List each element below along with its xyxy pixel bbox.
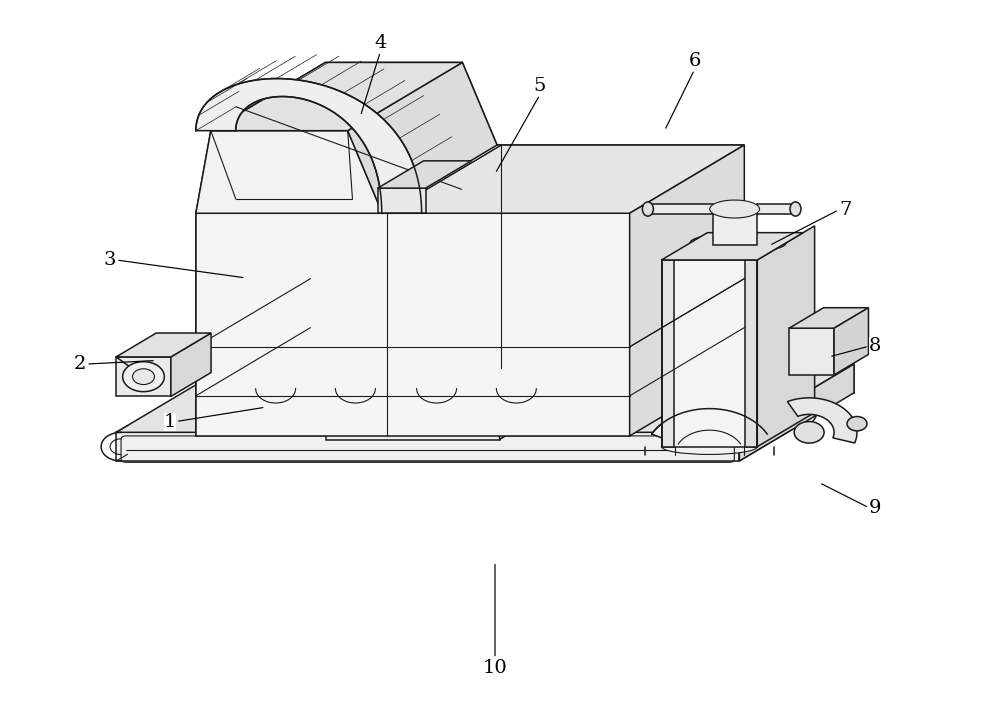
Polygon shape: [378, 188, 426, 213]
Polygon shape: [326, 388, 534, 409]
Ellipse shape: [642, 202, 653, 216]
Polygon shape: [211, 63, 462, 131]
Polygon shape: [757, 226, 815, 447]
Polygon shape: [834, 308, 868, 375]
Ellipse shape: [713, 204, 757, 213]
Polygon shape: [311, 63, 497, 145]
Text: 5: 5: [534, 76, 546, 94]
Polygon shape: [662, 260, 757, 447]
Text: 7: 7: [839, 200, 851, 218]
Ellipse shape: [662, 439, 757, 454]
Polygon shape: [662, 233, 803, 260]
Polygon shape: [116, 333, 211, 357]
Polygon shape: [196, 213, 630, 436]
Polygon shape: [196, 145, 744, 213]
Circle shape: [847, 417, 867, 431]
Polygon shape: [652, 409, 767, 444]
Polygon shape: [745, 260, 757, 447]
Text: 2: 2: [74, 355, 86, 373]
Polygon shape: [500, 388, 534, 440]
Polygon shape: [662, 260, 674, 447]
Text: 9: 9: [869, 499, 881, 517]
Polygon shape: [789, 308, 868, 328]
Text: 3: 3: [104, 251, 116, 269]
Text: 4: 4: [374, 34, 387, 52]
Text: 6: 6: [688, 52, 701, 70]
Polygon shape: [630, 145, 744, 436]
Circle shape: [123, 362, 164, 392]
Ellipse shape: [790, 202, 801, 216]
Polygon shape: [710, 200, 760, 218]
Polygon shape: [757, 204, 795, 213]
Polygon shape: [116, 357, 171, 397]
Polygon shape: [713, 209, 757, 245]
Polygon shape: [116, 433, 739, 461]
Polygon shape: [787, 398, 857, 443]
Circle shape: [794, 422, 824, 443]
Polygon shape: [116, 364, 854, 433]
Polygon shape: [196, 63, 325, 213]
Polygon shape: [196, 79, 422, 213]
Text: 10: 10: [483, 658, 507, 676]
Polygon shape: [378, 161, 471, 188]
Polygon shape: [789, 328, 834, 375]
Text: 8: 8: [869, 337, 881, 355]
Polygon shape: [648, 204, 713, 213]
Ellipse shape: [690, 234, 786, 252]
Polygon shape: [231, 364, 854, 393]
Polygon shape: [348, 63, 497, 213]
Polygon shape: [326, 409, 500, 440]
Polygon shape: [739, 364, 854, 461]
Polygon shape: [196, 145, 311, 436]
Polygon shape: [196, 131, 382, 213]
Text: 1: 1: [164, 412, 176, 430]
Polygon shape: [311, 145, 744, 368]
Circle shape: [133, 368, 154, 384]
Polygon shape: [171, 333, 211, 397]
